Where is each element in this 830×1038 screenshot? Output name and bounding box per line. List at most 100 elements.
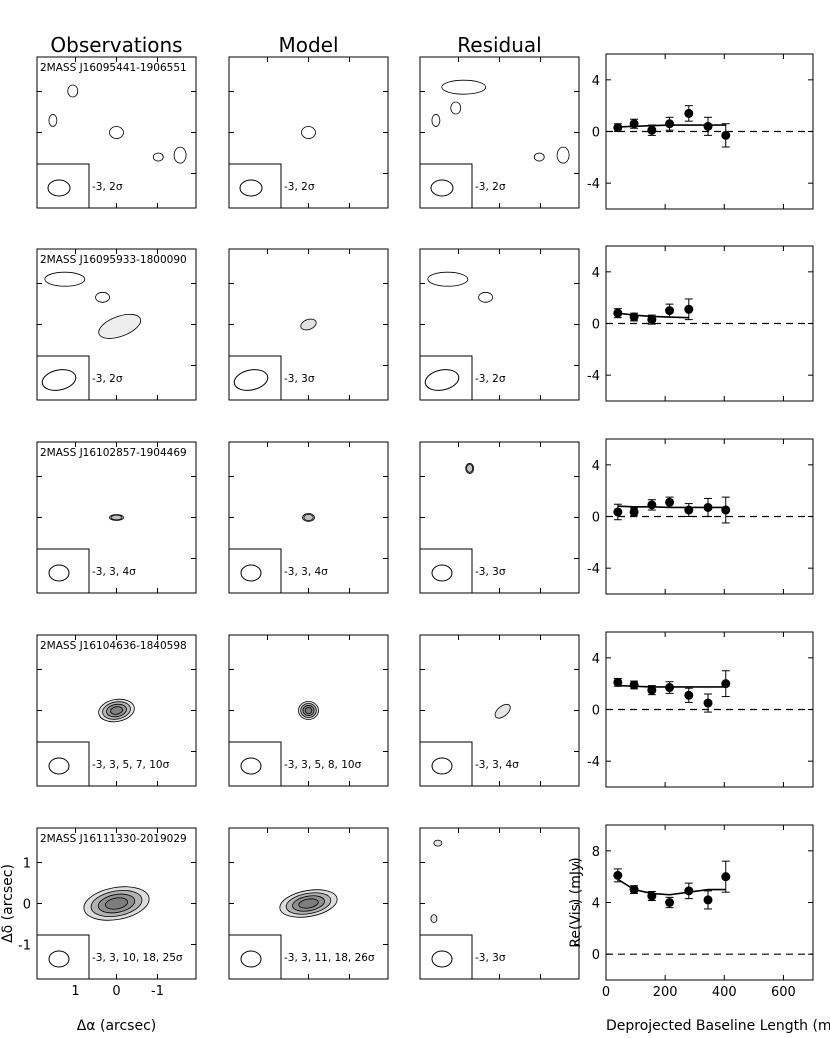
beam-ellipse	[240, 564, 262, 582]
beam-ellipse	[48, 950, 70, 968]
data-point	[629, 507, 639, 517]
source-label: 2MASS J16102857-1904469	[40, 447, 187, 459]
beam-inset	[228, 934, 282, 980]
contour	[302, 513, 315, 522]
beam-ellipse	[240, 950, 262, 968]
contour	[110, 514, 123, 521]
plot-frame	[605, 53, 814, 210]
beam-inset	[419, 741, 473, 787]
y-tick-label: 0	[592, 948, 600, 963]
data-point	[629, 680, 639, 690]
x-tick-label: 600	[771, 985, 796, 1000]
x-axis-label: Deprojected Baseline Length (m)	[606, 1018, 830, 1034]
contour	[110, 706, 123, 715]
contour-levels-label: -3, 3, 4σ	[92, 566, 136, 578]
beam-ellipse	[240, 757, 262, 775]
beam-ellipse	[431, 564, 453, 582]
data-point	[647, 685, 657, 695]
data-point	[703, 502, 713, 512]
contour	[109, 126, 124, 139]
x-tick-label: 400	[712, 985, 737, 1000]
beam-inset	[36, 548, 90, 594]
y-tick-label: -4	[587, 177, 600, 192]
data-point	[647, 500, 657, 510]
beam-ellipse	[41, 369, 77, 391]
y-tick-label: -4	[587, 562, 600, 577]
column-title-residual: Residual	[457, 33, 541, 57]
contour-levels-label: -3, 3, 5, 8, 10σ	[284, 759, 362, 771]
image-y-tick-label: 1	[23, 857, 31, 872]
contour	[48, 114, 58, 127]
data-point	[703, 895, 713, 905]
image-panel-obs-1: 2MASS J16095933-1800090 -3, 2σ	[36, 248, 197, 401]
source-label: 2MASS J16095933-1800090	[40, 254, 187, 266]
image-x-axis-label: Δα (arcsec)	[77, 1018, 157, 1034]
data-point	[684, 108, 694, 118]
contour	[466, 464, 474, 473]
image-panel-resid-2: -3, 3σ	[419, 441, 580, 594]
data-point	[665, 497, 675, 507]
data-point	[703, 698, 713, 708]
y-axis-label: Re(Vis) (mJy)	[568, 857, 584, 948]
image-panel-obs-4: 2MASS J16111330-2019029 -3, 3, 10, 18, 25…	[36, 827, 197, 980]
contour	[98, 313, 142, 339]
data-point	[613, 507, 623, 517]
y-tick-label: -4	[587, 369, 600, 384]
contour	[67, 84, 79, 98]
source-label: 2MASS J16104636-1840598	[40, 640, 187, 652]
image-panel-obs-0: 2MASS J16095441-1906551 -3, 2σ	[36, 56, 197, 209]
contour	[433, 839, 443, 847]
y-tick-label: 8	[592, 845, 600, 860]
data-point	[721, 872, 731, 882]
image-panel-model-3: -3, 3, 5, 8, 10σ	[228, 634, 389, 787]
beam-inset	[36, 355, 90, 401]
y-tick-label: -4	[587, 755, 600, 770]
contour-levels-label: -3, 3σ	[475, 952, 506, 964]
data-point	[684, 886, 694, 896]
data-point	[721, 679, 731, 689]
contour-levels-label: -3, 2σ	[284, 181, 315, 193]
image-x-tick-label: -1	[151, 984, 164, 999]
contour-levels-label: -3, 2σ	[475, 373, 506, 385]
data-point	[721, 505, 731, 515]
contour	[427, 271, 469, 287]
data-point	[703, 121, 713, 131]
contour	[300, 318, 317, 331]
contour	[556, 146, 570, 164]
beam-inset	[419, 548, 473, 594]
visibility-panel-0: -4 0 4	[587, 53, 814, 210]
y-tick-label: 4	[592, 459, 600, 474]
contour-levels-label: -3, 3σ	[475, 566, 506, 578]
plot-frame	[605, 245, 814, 402]
contour-levels-label: -3, 3, 4σ	[475, 759, 519, 771]
visibility-panel-2: -4 0 4	[587, 438, 814, 595]
beam-ellipse	[424, 369, 460, 391]
beam-ellipse	[47, 179, 71, 197]
beam-ellipse	[48, 757, 70, 775]
data-point	[629, 312, 639, 322]
y-tick-label: 0	[592, 511, 600, 526]
column-title-model: Model	[278, 33, 338, 57]
beam-ellipse	[431, 950, 453, 968]
data-point	[684, 505, 694, 515]
y-tick-label: 0	[592, 318, 600, 333]
x-tick-label: 0	[602, 985, 610, 1000]
data-point	[684, 304, 694, 314]
image-panel-model-0: -3, 2σ	[228, 56, 389, 209]
contour-levels-label: -3, 2σ	[92, 181, 123, 193]
image-y-tick-label: -1	[18, 939, 31, 954]
contour	[450, 101, 462, 115]
beam-inset	[228, 355, 282, 401]
y-tick-label: 4	[592, 74, 600, 89]
data-point	[613, 870, 623, 880]
beam-ellipse	[48, 564, 70, 582]
image-x-tick-label: 1	[71, 984, 79, 999]
source-label: 2MASS J16095441-1906551	[40, 62, 187, 74]
image-panel-model-1: -3, 3σ	[228, 248, 389, 401]
contour-levels-label: -3, 3, 4σ	[284, 566, 328, 578]
contour	[465, 463, 475, 474]
contour	[173, 146, 187, 164]
data-point	[647, 125, 657, 135]
data-point	[721, 130, 731, 140]
